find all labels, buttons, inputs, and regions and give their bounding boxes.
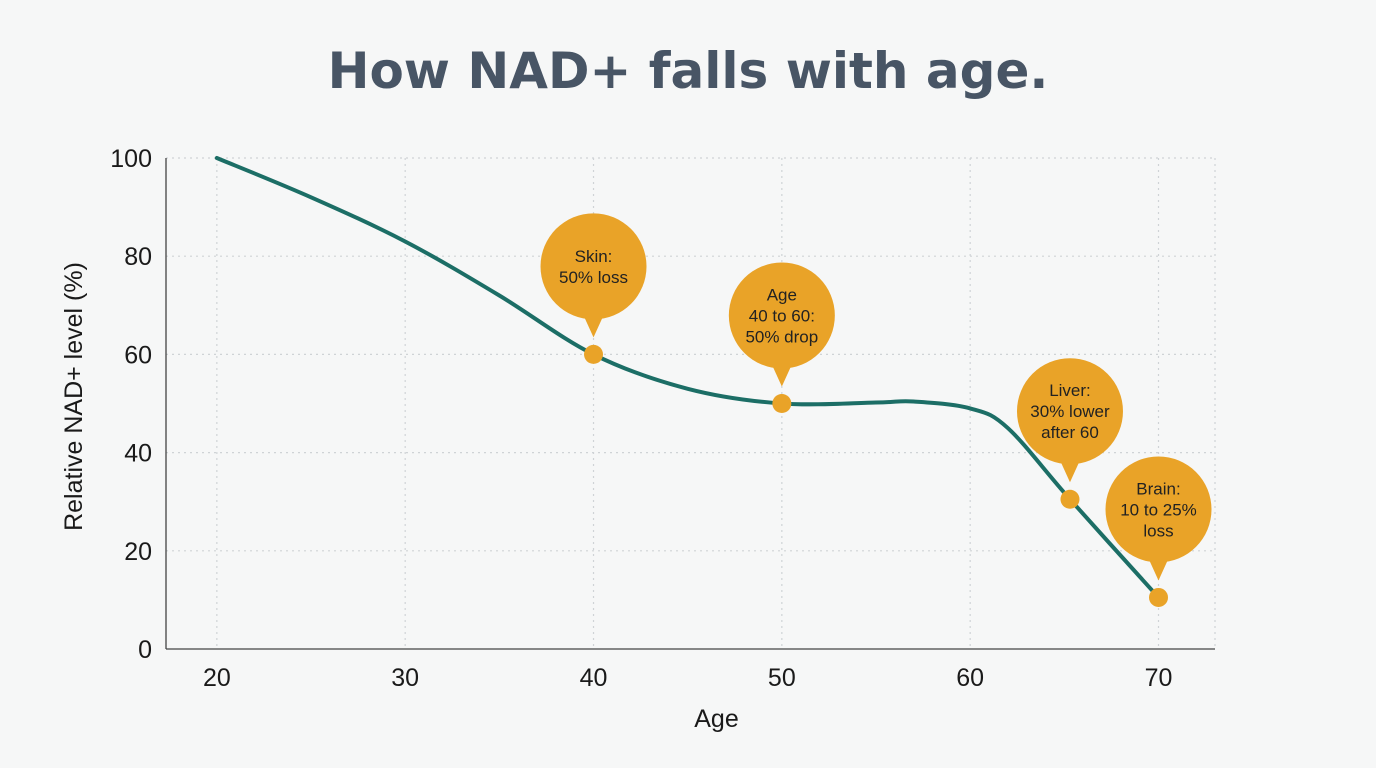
x-tick-label: 20	[203, 664, 231, 692]
callout-label: Liver:	[1049, 381, 1091, 400]
x-tick-label: 40	[580, 664, 608, 692]
y-axis-label: Relative NAD+ level (%)	[60, 262, 88, 531]
y-tick-label: 100	[110, 145, 152, 173]
series-line	[214, 156, 1161, 600]
data-point-marker	[772, 394, 792, 413]
annotation-layer: Skin: 50% loss Age 40 to 60: 50% drop Liver: 3…	[540, 213, 1212, 607]
y-tick-label: 80	[124, 243, 152, 271]
x-tick-label: 50	[768, 664, 796, 692]
series-layer	[214, 156, 1161, 600]
annotation-callout: Skin: 50% loss	[540, 213, 647, 364]
x-axis-label: Age	[694, 705, 738, 733]
callout-bubble	[728, 262, 835, 369]
callout-label: after 60	[1041, 423, 1099, 442]
x-tick-label: 30	[391, 664, 419, 692]
annotation-callout: Brain: 10 to 25% loss	[1105, 456, 1212, 607]
callout-label: Skin:	[575, 247, 613, 266]
y-tick-label: 0	[138, 636, 152, 664]
y-tick-label: 60	[124, 341, 152, 369]
callout-pointer	[771, 364, 792, 387]
chart-title: How NAD+ falls with age.	[327, 42, 1049, 100]
callout-bubble	[1105, 456, 1212, 563]
callout-pointer	[1148, 558, 1169, 581]
x-tick-label: 60	[956, 664, 984, 692]
callout-label: Age	[767, 286, 797, 305]
callout-label: 30% lower	[1030, 402, 1110, 421]
callout-label: Brain:	[1136, 479, 1180, 498]
callout-pointer	[1059, 460, 1080, 483]
axes	[165, 158, 1215, 650]
callout-label: loss	[1143, 521, 1173, 540]
callout-label: 50% loss	[559, 268, 628, 287]
data-point-marker	[584, 344, 604, 364]
callout-bubble	[540, 213, 647, 320]
data-point-marker	[1149, 587, 1169, 607]
callout-label: 50% drop	[745, 328, 818, 347]
annotation-callout: Liver: 30% lower after 60	[1016, 358, 1123, 509]
y-tick-label: 40	[124, 440, 152, 468]
x-tick-label: 70	[1145, 664, 1173, 692]
callout-label: 40 to 60:	[749, 307, 815, 326]
callout-label: 10 to 25%	[1120, 500, 1197, 519]
callout-pointer	[583, 315, 604, 338]
callout-bubble	[1016, 358, 1123, 465]
tick-labels: 0 20 40 60 80 100 20 30 40 50 60 70	[110, 145, 1172, 692]
y-tick-label: 20	[124, 538, 152, 566]
data-point-marker	[1060, 489, 1080, 509]
annotation-callout: Age 40 to 60: 50% drop	[728, 262, 835, 413]
